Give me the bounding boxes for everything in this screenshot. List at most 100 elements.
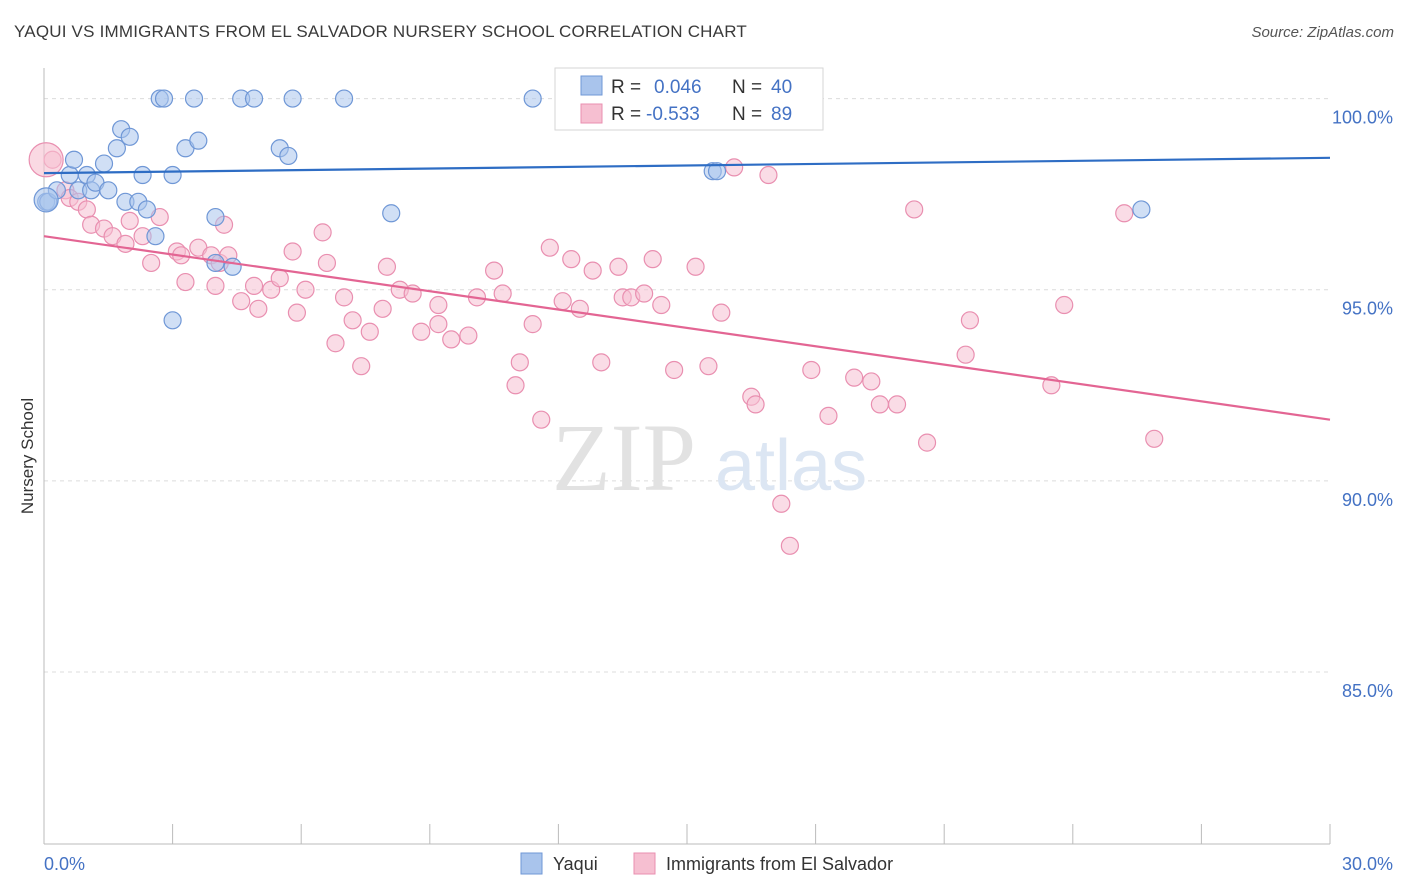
data-point-yaqui	[523, 89, 542, 108]
data-point-yaqui	[283, 89, 302, 108]
data-point-immigrants	[712, 303, 731, 322]
legend-n-label-2: N =	[732, 104, 762, 125]
legend-r-label-2: R =	[611, 104, 641, 125]
data-point-immigrants	[270, 269, 289, 288]
data-point-immigrants	[746, 395, 765, 414]
data-point-yaqui	[334, 89, 354, 108]
data-point-immigrants	[176, 272, 195, 292]
y-tick-label: 90.0%	[1342, 490, 1393, 510]
y-tick-label: 100.0%	[1332, 108, 1393, 128]
trend-lines	[43, 156, 1331, 421]
data-point-immigrants	[592, 353, 611, 372]
data-point-immigrants	[343, 311, 362, 330]
watermark: ZIP atlas	[552, 404, 867, 511]
data-point-immigrants	[326, 334, 345, 353]
x-tick-label-max: 30.0%	[1342, 854, 1393, 874]
data-point-immigrants	[510, 353, 529, 372]
stats-legend: R = 0.046 N = 40 R = -0.533 N = 89	[554, 67, 824, 131]
data-point-immigrants	[583, 261, 602, 280]
data-point-immigrants	[887, 395, 907, 414]
legend-n-value-1: 40	[771, 77, 792, 98]
data-point-yaqui	[279, 146, 298, 166]
data-point-yaqui	[64, 150, 84, 169]
data-point-yaqui	[120, 127, 139, 146]
data-point-immigrants	[485, 261, 504, 280]
data-point-immigrants	[1145, 429, 1164, 448]
data-point-yaqui	[146, 227, 165, 246]
data-point-yaqui	[107, 139, 126, 158]
data-point-yaqui-cluster	[33, 187, 59, 213]
data-point-immigrants	[206, 276, 225, 295]
data-point-immigrants	[665, 360, 684, 380]
data-point-immigrants	[373, 299, 392, 318]
series-immigrants-points	[28, 142, 1164, 555]
data-point-yaqui	[382, 204, 401, 223]
data-point-yaqui	[206, 207, 225, 227]
data-point-immigrants	[905, 200, 924, 219]
data-point-immigrants	[1055, 295, 1074, 315]
data-point-immigrants	[459, 326, 478, 345]
data-point-immigrants	[120, 211, 139, 231]
data-point-immigrants	[429, 295, 448, 315]
data-point-immigrants	[313, 223, 332, 242]
data-point-yaqui	[163, 311, 182, 330]
bottom-legend-swatch-yaqui	[520, 852, 543, 875]
data-point-immigrants	[862, 372, 881, 391]
gridlines	[44, 98, 1330, 673]
data-point-immigrants	[77, 200, 96, 219]
data-point-immigrants	[296, 280, 315, 299]
data-point-immigrants	[643, 250, 662, 269]
data-point-yaqui	[244, 89, 264, 108]
data-point-immigrants	[232, 292, 251, 311]
bottom-legend-swatch-immigrants	[633, 852, 656, 875]
bottom-legend: Yaqui Immigrants from El Salvador	[520, 852, 893, 875]
data-point-immigrants	[635, 284, 654, 303]
data-point-immigrants	[377, 257, 397, 276]
data-point-yaqui	[99, 181, 118, 200]
legend-n-label-1: N =	[732, 77, 762, 98]
data-point-yaqui	[707, 162, 727, 181]
data-point-immigrants	[352, 357, 371, 376]
data-point-yaqui	[60, 165, 79, 185]
data-point-yaqui	[154, 89, 174, 108]
data-point-immigrants	[802, 360, 821, 380]
data-point-yaqui	[94, 154, 114, 173]
legend-swatch-yaqui	[580, 75, 603, 96]
bottom-legend-label-immigrants: Immigrants from El Salvador	[666, 854, 893, 874]
data-point-immigrants	[725, 158, 744, 177]
chart-title: YAQUI VS IMMIGRANTS FROM EL SALVADOR NUR…	[14, 22, 747, 41]
data-point-immigrants-cluster	[28, 142, 64, 178]
data-point-immigrants	[819, 406, 838, 425]
data-point-immigrants	[1115, 204, 1134, 223]
y-tick-label: 85.0%	[1342, 681, 1393, 701]
bottom-legend-label-yaqui: Yaqui	[553, 854, 598, 874]
series-yaqui-points	[33, 89, 1151, 330]
legend-r-value-1: 0.046	[654, 77, 702, 98]
data-point-yaqui	[223, 257, 242, 276]
data-point-immigrants	[652, 295, 671, 315]
data-point-immigrants	[609, 257, 628, 276]
data-point-immigrants	[334, 288, 354, 307]
data-point-immigrants	[772, 494, 791, 513]
x-ticks	[43, 824, 1331, 844]
data-point-immigrants	[249, 299, 268, 318]
data-point-yaqui	[206, 253, 225, 273]
data-point-yaqui	[189, 131, 208, 150]
data-point-immigrants	[960, 311, 980, 330]
data-point-immigrants	[116, 234, 135, 253]
data-point-immigrants	[317, 253, 337, 273]
data-point-immigrants	[870, 395, 890, 414]
source-credit: Source: ZipAtlas.com	[1251, 24, 1394, 41]
data-point-immigrants	[553, 292, 572, 311]
y-tick-labels: 85.0% 90.0% 95.0% 100.0%	[1332, 108, 1393, 701]
data-point-immigrants	[845, 368, 864, 387]
data-point-yaqui	[133, 165, 152, 185]
data-point-immigrants	[540, 238, 559, 257]
data-point-immigrants	[562, 250, 581, 269]
legend-r-label-1: R =	[611, 77, 641, 98]
x-tick-label-min: 0.0%	[44, 854, 85, 874]
data-point-immigrants	[283, 242, 302, 261]
data-point-immigrants	[699, 357, 718, 376]
y-tick-label: 95.0%	[1342, 299, 1393, 319]
data-point-immigrants	[412, 322, 431, 341]
